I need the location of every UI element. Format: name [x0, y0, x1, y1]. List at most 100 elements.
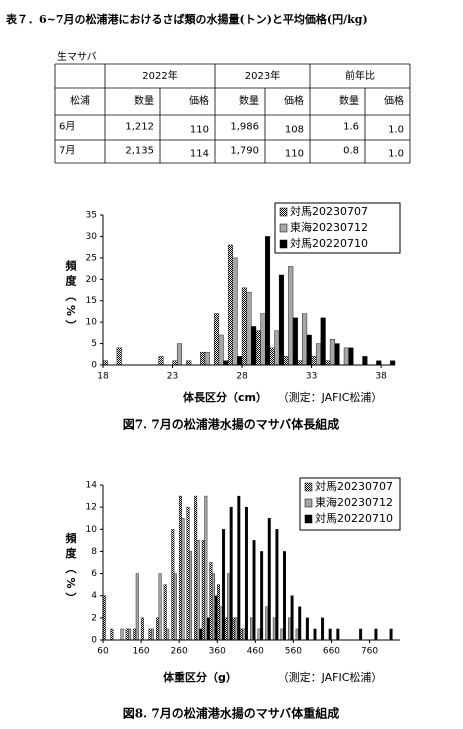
- bar: [362, 356, 368, 366]
- bar: [128, 628, 132, 641]
- bar: [288, 266, 294, 366]
- bar: [239, 628, 243, 641]
- bar: [156, 617, 160, 641]
- table-header: 前年比: [345, 69, 375, 82]
- doc-title: 表７．6~7月の松浦港におけるさば類の水揚量(トン)と平均価格(円/kg): [5, 12, 368, 26]
- bar: [194, 495, 198, 641]
- y-tick-label: 2: [91, 613, 97, 623]
- bar: [267, 518, 271, 641]
- x-axis-label: 体重区分（g）: [163, 670, 237, 684]
- y-tick-label: 12: [86, 503, 97, 513]
- bar: [223, 360, 229, 366]
- bar: [336, 628, 340, 641]
- bar: [251, 326, 257, 366]
- y-tick-label: 0: [91, 361, 97, 371]
- bar: [311, 356, 317, 366]
- table-cell: 0.8: [343, 146, 359, 157]
- y-tick-label: 10: [86, 525, 98, 535]
- bar: [232, 257, 238, 366]
- table-subheader: 数量: [339, 94, 359, 107]
- bar: [217, 584, 220, 641]
- bar: [158, 356, 164, 366]
- y-tick-label: 15: [86, 296, 97, 306]
- x-tick-label: 160: [132, 647, 149, 657]
- x-tick-label: 460: [247, 647, 264, 657]
- bar: [260, 313, 266, 366]
- bar: [316, 343, 322, 366]
- legend-swatch: [279, 207, 288, 217]
- legend-swatch: [279, 239, 288, 249]
- table-cell: 1,790: [230, 146, 259, 157]
- bar: [374, 628, 378, 641]
- x-tick-label: 360: [209, 647, 226, 657]
- bar: [334, 343, 340, 366]
- legend-swatch: [304, 514, 313, 524]
- legend-swatch: [279, 223, 288, 233]
- bar: [219, 606, 223, 641]
- bar: [163, 584, 167, 641]
- bar: [241, 287, 247, 366]
- bar: [329, 339, 335, 366]
- bar: [229, 506, 233, 641]
- table-header: 2022年: [142, 69, 177, 82]
- bar: [135, 573, 139, 641]
- legend-label: 対馬20220710: [315, 511, 393, 525]
- bar: [272, 617, 276, 641]
- bar: [214, 595, 218, 641]
- table-cell: 110: [190, 125, 209, 136]
- legend-box: [299, 477, 401, 531]
- bar: [288, 617, 292, 641]
- bar: [102, 360, 108, 366]
- bar: [237, 356, 243, 366]
- bar: [283, 356, 289, 366]
- table-cell: 6月: [59, 121, 75, 133]
- bar: [201, 540, 205, 641]
- bar: [199, 628, 203, 641]
- bar: [376, 360, 382, 366]
- table-cell: 110: [285, 149, 304, 160]
- y-tick-label: 10: [86, 318, 98, 328]
- y-tick-label: 8: [91, 547, 97, 557]
- y-tick-label: 14: [86, 481, 98, 491]
- bar: [265, 606, 269, 641]
- bar: [302, 313, 308, 366]
- table-subheader: 数量: [134, 94, 154, 107]
- bar: [257, 628, 261, 641]
- table-cell: 7月: [59, 145, 75, 157]
- x-tick-label: 660: [323, 647, 340, 657]
- bar: [227, 244, 233, 366]
- bar: [255, 330, 261, 366]
- bar: [297, 360, 303, 366]
- bar: [321, 617, 325, 641]
- note: （測定：JAFIC松浦）: [278, 670, 383, 684]
- table-subheader: 価格: [284, 94, 304, 107]
- bar: [116, 347, 122, 366]
- bar: [305, 617, 309, 641]
- bar: [166, 628, 170, 641]
- x-tick-label: 260: [171, 647, 188, 657]
- legend-label: 対馬20220710: [290, 236, 368, 250]
- bar: [328, 628, 332, 641]
- legend-swatch: [304, 498, 313, 508]
- bar: [265, 236, 271, 366]
- bar: [274, 330, 280, 366]
- bar: [196, 540, 200, 641]
- bar: [222, 529, 226, 641]
- figure-caption: 図7. 7月の松浦港水揚のマサバ体長組成: [123, 417, 340, 432]
- bar: [320, 317, 326, 366]
- x-tick-label: 23: [167, 372, 178, 382]
- bar: [325, 360, 331, 366]
- table-cell: 1.6: [343, 122, 359, 133]
- bar: [224, 617, 228, 641]
- y-axis-label: 頻度（%）: [64, 259, 78, 335]
- table-cell: 1.0: [388, 125, 404, 136]
- table-header: 2023年: [245, 69, 280, 82]
- bar: [278, 274, 284, 366]
- table-subheader: 価格: [189, 94, 209, 107]
- legend-label: 対馬20230707: [315, 479, 393, 493]
- legend-label: 東海20230712: [290, 220, 368, 234]
- bar: [173, 573, 177, 641]
- x-tick-label: 33: [306, 372, 317, 382]
- x-tick-label: 28: [236, 372, 248, 382]
- bar: [343, 347, 349, 366]
